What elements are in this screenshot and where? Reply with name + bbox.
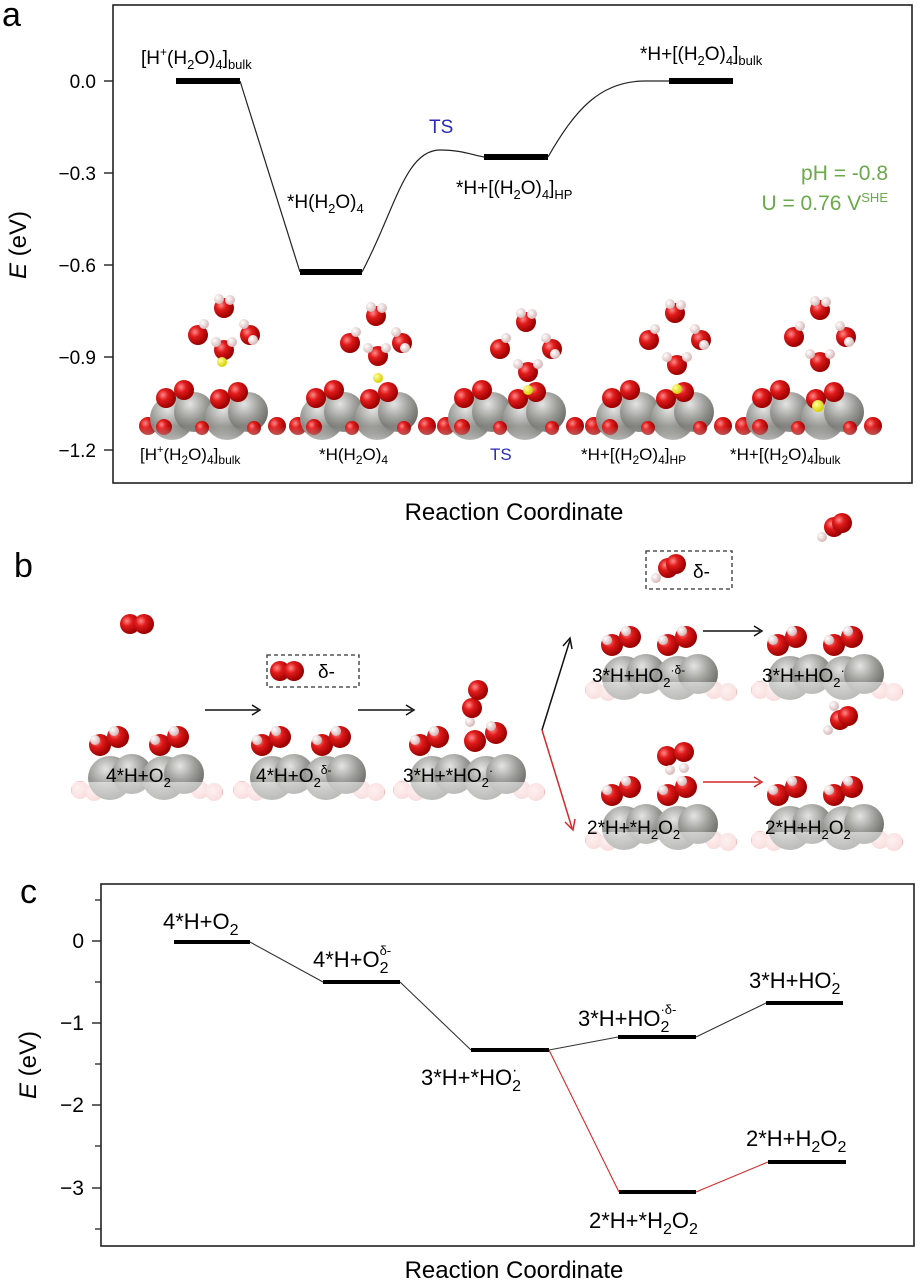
- water-cluster-image: [784, 296, 856, 412]
- state-label: 3*H+HO2·δ-: [592, 663, 685, 690]
- panel-c-plot-frame: [100, 883, 915, 1247]
- level-label-bulk-initial: [H+(H2O)4]bulk: [141, 45, 252, 72]
- water-cluster-image: [490, 308, 562, 395]
- panel-c-y-axis-title: E (eV): [15, 1031, 42, 1099]
- reaction-arrows: [205, 625, 764, 832]
- panel-c-y-axis: 0 −1 −2 −3 E (eV): [15, 899, 101, 1230]
- y-tick-label: −3: [60, 1177, 84, 1200]
- level-label-hp: *H+[(H2O)4]HP: [456, 178, 572, 202]
- h2o2-molecule-image: [823, 701, 858, 735]
- structure-label: TS: [490, 445, 512, 464]
- ho2-delta-molecule-image: [651, 554, 686, 583]
- state-label: 2*H+*H2O2: [587, 818, 680, 842]
- panel-a-letter: a: [2, 0, 21, 34]
- charge-box: [266, 654, 360, 688]
- structure-image: [288, 380, 438, 446]
- panel-c-x-axis-title: Reaction Coordinate: [405, 1257, 624, 1282]
- level-label: 3*H+*HO2·: [421, 1062, 521, 1095]
- state-label: 3*H+*HO2·: [403, 763, 493, 790]
- y-tick-label: −2: [60, 1094, 84, 1117]
- level-label-bulk-final: *H+[(H2O)4]bulk: [640, 44, 763, 68]
- panel-a-structures: [138, 294, 884, 446]
- structure-label: *H+[(H2O)4]HP: [581, 445, 686, 467]
- charge-box: [645, 550, 733, 590]
- ph-annotation: pH = -0.8: [801, 162, 888, 185]
- panel-c-energy-levels: [174, 940, 846, 1194]
- potential-annotation: U = 0.76 VSHE: [761, 190, 888, 215]
- level-label: 2*H+*H2O2: [589, 1208, 698, 1238]
- state-label: 2*H+H2O2: [765, 818, 851, 842]
- level-label: 2*H+H2O2: [746, 1126, 846, 1156]
- panel-a-y-axis-title: E (eV): [5, 211, 32, 279]
- level-label: 3*H+HO2·: [749, 965, 841, 998]
- panel-b-letter: b: [14, 547, 33, 585]
- y-tick-label: −0.3: [58, 164, 96, 185]
- y-tick-label: −0.6: [58, 256, 96, 277]
- panel-a-conditions: pH = -0.8 U = 0.76 VSHE: [761, 162, 888, 215]
- structure-image: [584, 380, 734, 446]
- structure-label: *H+[(H2O)4]bulk: [730, 445, 841, 467]
- structure-image: [138, 380, 288, 446]
- panel-c: c 0 −1 −2 −3 E (eV): [15, 873, 915, 1282]
- ho2-molecule-image: [817, 513, 852, 542]
- water-cluster-image: [639, 299, 711, 394]
- panel-b: b δ-: [14, 513, 903, 856]
- state-label: 3*H+HO2·: [762, 663, 845, 690]
- state-label: 4*H+O2: [106, 766, 171, 790]
- level-label: 3*H+HO2·δ-: [578, 1002, 676, 1036]
- panel-a-energy-levels: [176, 78, 733, 275]
- y-tick-label: 0: [72, 930, 84, 953]
- level-label-adsorbed: *H(H2O)4: [287, 192, 364, 216]
- panel-a: a 0.0 −0.3 −0.6 −0.9 −1.2 E (eV): [2, 0, 913, 526]
- delta-label: δ-: [693, 562, 710, 583]
- structure-image: [734, 380, 884, 446]
- panel-a-structure-labels: [H+(H2O)4]bulk *H(H2O)4 TS *H+[(H2O)4]HP…: [140, 444, 841, 467]
- state-label: 4*H+O2δ-: [256, 763, 331, 790]
- level-label: 4*H+O2δ-: [313, 943, 391, 977]
- water-cluster-image: [188, 294, 260, 367]
- panel-b-state-labels: 4*H+O2 4*H+O2δ- 3*H+*HO2· 3*H+HO2·δ- 3*H…: [106, 663, 851, 842]
- y-tick-label: 0.0: [70, 72, 96, 93]
- water-cluster-image: [340, 302, 412, 383]
- structure-label: [H+(H2O)4]bulk: [140, 444, 241, 467]
- panel-a-plot-frame: [112, 4, 913, 484]
- structure-image: [436, 380, 586, 446]
- y-tick-label: −1.2: [58, 441, 96, 462]
- y-tick-label: −1: [60, 1012, 84, 1035]
- level-label: 4*H+O2: [163, 909, 239, 939]
- panel-c-letter: c: [20, 873, 37, 911]
- panel-a-y-axis: 0.0 −0.3 −0.6 −0.9 −1.2 E (eV): [5, 72, 113, 462]
- delta-label: δ-: [318, 662, 335, 683]
- panel-a-x-axis-title: Reaction Coordinate: [405, 499, 624, 526]
- structure-label: *H(H2O)4: [319, 445, 388, 467]
- level-label-ts: TS: [429, 117, 453, 138]
- o2-molecule-image: [120, 614, 154, 634]
- y-tick-label: −0.9: [58, 348, 96, 369]
- o2-delta-molecule-image: [270, 661, 304, 681]
- panel-c-level-labels: 4*H+O2 4*H+O2δ- 3*H+*HO2· 3*H+HO2·δ- 3*H…: [163, 909, 846, 1238]
